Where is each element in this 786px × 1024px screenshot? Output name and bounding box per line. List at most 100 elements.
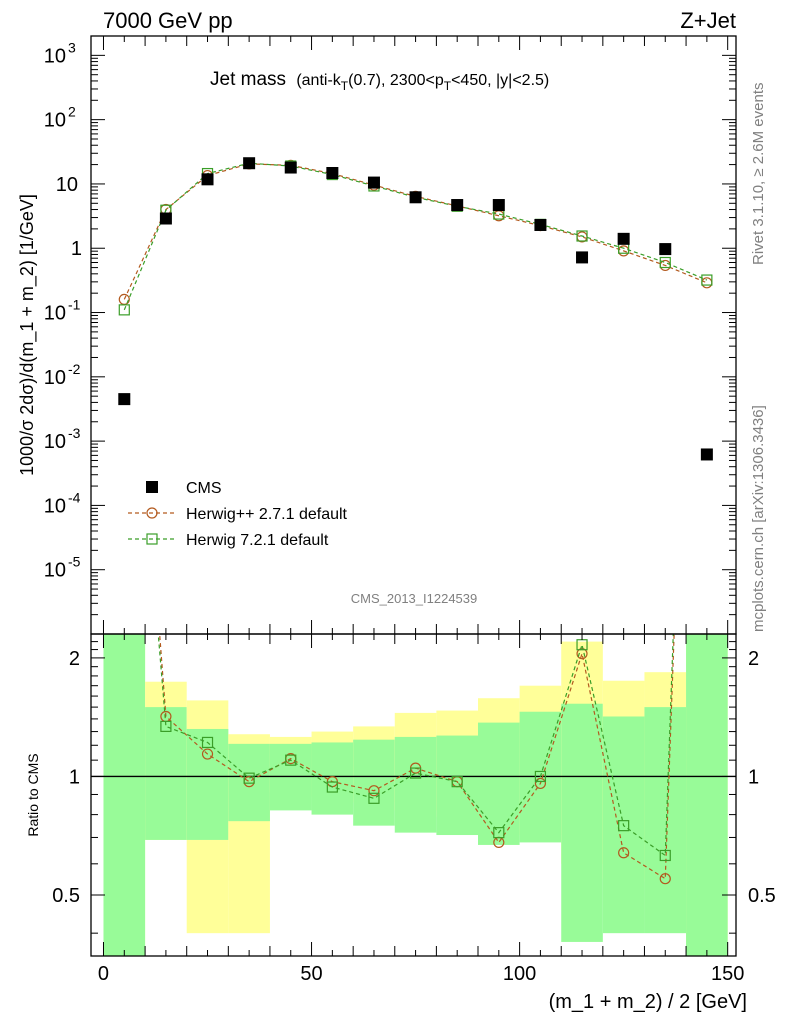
main-y-tick-label: 10 — [44, 431, 66, 453]
ratio-band-inner — [103, 634, 146, 956]
x-axis-title: (m_1 + m_2) / 2 [GeV] — [549, 991, 747, 1013]
ratio-point — [493, 827, 505, 839]
ratio-point — [326, 781, 338, 793]
ratio-point — [285, 754, 297, 766]
ratio-band-inner — [228, 743, 270, 822]
ratio-point — [409, 767, 422, 779]
data-point — [576, 251, 589, 264]
ratio-point — [659, 873, 671, 885]
process-label: Z+Jet — [680, 8, 736, 33]
main-point — [118, 304, 130, 316]
main-y-axis-title: 1000/σ 2dσ)/d(m_1 + m_2) [1/GeV] — [17, 194, 38, 476]
main-y-tick-exponent: -4 — [68, 489, 81, 505]
data-point — [201, 173, 214, 186]
ratio-y-tick-label: 0.5 — [52, 885, 80, 907]
title-main: Jet mass — [210, 69, 286, 90]
ratio-point — [368, 785, 380, 797]
ratio-band-inner — [394, 736, 437, 833]
main-point — [701, 277, 713, 289]
main-y-tick-exponent: -3 — [68, 425, 81, 441]
main-point — [576, 230, 588, 242]
ratio-point — [243, 772, 255, 784]
ratio-band-inner — [686, 634, 728, 956]
main-y-tick-exponent: -2 — [68, 361, 81, 377]
ratio-point — [451, 776, 463, 788]
ratio-y-axis-title: Ratio to CMS — [25, 753, 41, 836]
x-tick-label: 150 — [711, 963, 744, 985]
ratio-uncertainty-bands — [91, 634, 736, 956]
ratio-band-inner — [353, 739, 395, 826]
data-point — [409, 191, 422, 204]
main-y-tick-label: 10 — [44, 560, 66, 582]
title-detail-2: (0.7), 2300<p — [348, 72, 444, 89]
ratio-y-tick-label-right: 0.5 — [748, 885, 776, 907]
ratio-y-tick-label-right: 2 — [748, 648, 759, 670]
legend-label-herwig7: Herwig 7.2.1 default — [186, 532, 329, 549]
legend-label-herwigpp: Herwig++ 2.7.1 default — [186, 506, 348, 523]
main-y-tick-label: 10 — [44, 303, 66, 325]
data-point — [159, 212, 172, 225]
ratio-series — [157, 634, 675, 885]
data-point — [451, 199, 464, 212]
main-y-tick-exponent: 2 — [68, 104, 76, 120]
x-tick-label: 100 — [503, 963, 536, 985]
ratio-point — [534, 770, 547, 783]
main-y-tick-exponent: 3 — [68, 39, 76, 55]
legend-marker-cms — [146, 481, 158, 493]
data-point — [617, 232, 630, 245]
main-y-tick-label: 10 — [44, 110, 66, 132]
main-y-tick-label: 10 — [44, 45, 66, 67]
main-y-tick-label: 10 — [44, 495, 66, 517]
main-point — [659, 256, 671, 269]
data-point — [284, 161, 297, 174]
legend-marker-herwigpp — [146, 507, 158, 519]
data-point — [492, 199, 505, 212]
data-point — [534, 218, 547, 231]
ratio-band-inner — [436, 735, 478, 836]
main-y-tick-label: 10 — [44, 367, 66, 389]
main-point — [701, 274, 713, 286]
legend-marker-herwig7 — [146, 533, 158, 545]
analysis-id-label: CMS_2013_I1224539 — [351, 591, 478, 606]
ratio-point — [618, 847, 630, 859]
main-y-tick-exponent: -5 — [68, 554, 81, 570]
main-y-tick-label: 10 — [56, 174, 78, 196]
ratio-point — [534, 777, 547, 790]
ratio-y-tick-label: 1 — [69, 766, 80, 788]
energy-label: 7000 GeV pp — [103, 8, 233, 33]
legend-label-cms: CMS — [186, 480, 222, 497]
ratio-frame — [90, 633, 737, 957]
title-detail-3: <450, |y|<2.5) — [451, 72, 549, 89]
title-sub-2: T — [444, 79, 452, 93]
data-point — [367, 176, 380, 189]
data-point — [118, 393, 131, 406]
ratio-y-tick-label: 2 — [69, 648, 80, 670]
ratio-point — [160, 720, 172, 732]
title-sub-1: T — [341, 79, 349, 93]
ratio-point — [201, 748, 214, 760]
data-point — [659, 243, 672, 256]
plot-title: Jet mass (anti-kT(0.7), 2300<pT<450, |y|… — [210, 69, 549, 93]
ratio-line-1 — [157, 634, 674, 857]
x-tick-label: 0 — [98, 963, 109, 985]
ratio-point — [618, 820, 630, 832]
ratio-band-inner — [561, 703, 603, 942]
mcplots-reference-label: mcplots.cern.ch [arXiv:1306.3436] — [750, 405, 767, 632]
data-point — [326, 166, 339, 179]
ratio-band-inner — [478, 722, 520, 845]
ratio-point — [576, 648, 588, 660]
main-y-tick-label: 1 — [71, 238, 82, 260]
data-point — [243, 157, 256, 170]
ratio-point — [368, 792, 380, 804]
ratio-band-inner — [311, 742, 354, 815]
rivet-version-label: Rivet 3.1.10, ≥ 2.6M events — [750, 83, 767, 266]
ratio-point — [201, 736, 214, 749]
legend: CMS Herwig++ 2.7.1 default Herwig 7.2.1 … — [128, 480, 348, 549]
data-point — [700, 448, 713, 461]
x-tick-label: 50 — [300, 963, 322, 985]
ratio-point — [659, 849, 671, 862]
ratio-band-inner — [186, 728, 229, 840]
main-series — [118, 157, 713, 461]
